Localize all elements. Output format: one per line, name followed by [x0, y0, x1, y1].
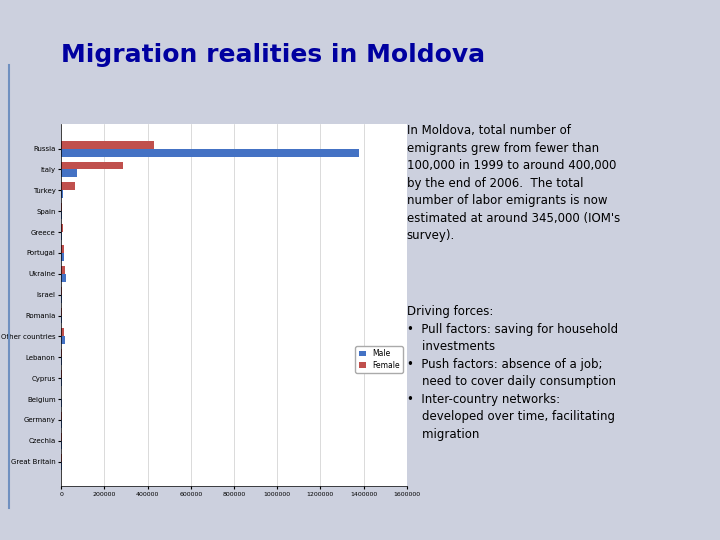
Bar — [61, 266, 65, 274]
Bar — [61, 170, 78, 177]
Bar — [61, 148, 359, 157]
Text: Driving forces:
•  Pull factors: saving for household
    investments
•  Push fa: Driving forces: • Pull factors: saving f… — [407, 305, 618, 441]
Bar — [61, 336, 65, 345]
Text: In Moldova, total number of
emigrants grew from fewer than
100,000 in 1999 to ar: In Moldova, total number of emigrants gr… — [407, 124, 620, 242]
Bar — [61, 245, 64, 253]
Bar — [61, 211, 63, 219]
Bar — [61, 287, 63, 295]
Bar — [61, 140, 154, 148]
Bar — [61, 357, 63, 365]
Bar — [61, 349, 62, 357]
Bar — [61, 232, 63, 240]
Bar — [61, 378, 62, 386]
Bar — [61, 308, 63, 315]
Bar — [61, 203, 63, 211]
Bar — [61, 224, 63, 232]
Bar — [61, 161, 122, 170]
Bar — [61, 370, 62, 378]
Bar — [61, 441, 63, 449]
Bar — [61, 183, 76, 190]
Bar — [61, 328, 65, 336]
Bar — [61, 315, 63, 323]
Text: Migration realities in Moldova: Migration realities in Moldova — [61, 43, 485, 67]
Bar — [61, 295, 63, 302]
Legend: Male, Female: Male, Female — [356, 346, 403, 373]
Bar — [61, 190, 63, 198]
Bar — [61, 253, 65, 261]
Bar — [61, 274, 66, 282]
